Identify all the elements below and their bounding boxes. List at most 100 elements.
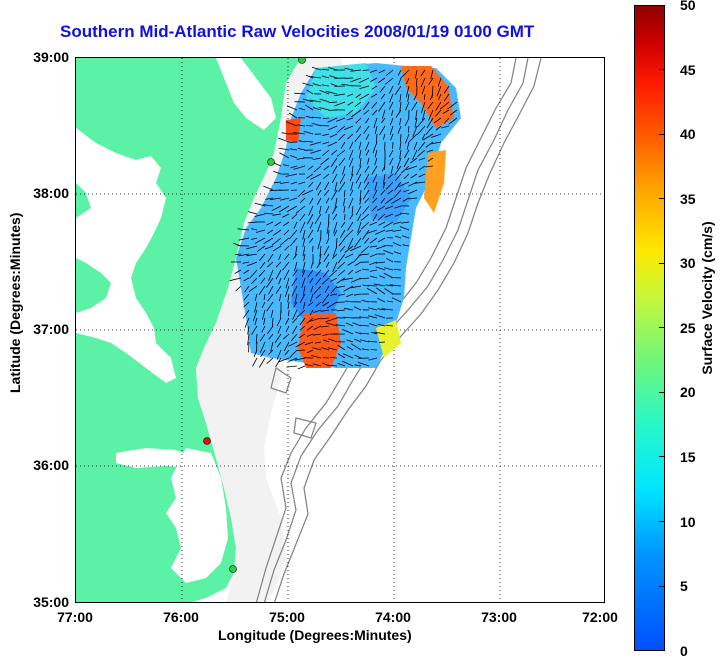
velocity-arrow [385,69,394,77]
velocity-arrow [288,357,298,362]
velocity-arrow [310,355,322,359]
velocity-arrow [420,101,426,114]
velocity-arrow [412,125,418,137]
velocity-arrow [382,133,386,140]
colorbar-tick-mark [659,521,665,522]
velocity-arrow [348,157,354,168]
velocity-arrow [360,339,370,343]
velocity-arrow [417,149,426,158]
velocity-arrow [339,173,346,184]
velocity-arrow [347,101,354,106]
velocity-arrow [284,349,290,356]
velocity-arrow [400,133,402,142]
velocity-arrow [275,261,282,268]
velocity-arrow [329,133,338,138]
velocity-arrow [278,147,290,151]
velocity-arrow [382,181,386,189]
velocity-arrow [429,93,434,101]
velocity-arrow [309,141,322,146]
velocity-arrow [294,261,298,272]
velocity-arrow [323,189,330,197]
velocity-arrow [362,284,370,287]
velocity-arrow [359,93,370,100]
map-svg [76,58,604,602]
velocity-arrow [315,269,322,277]
velocity-arrow [299,293,306,303]
velocity-arrow [347,261,354,266]
x-tick-label: 77:00 [57,609,93,625]
velocity-arrow [346,346,354,351]
velocity-arrow [394,213,402,217]
velocity-arrow [303,130,314,135]
velocity-arrow [251,277,258,285]
velocity-arrow [254,317,258,326]
velocity-arrow [359,85,370,89]
velocity-arrow [351,109,362,118]
velocity-arrow [324,285,330,293]
velocity-arrow [374,149,378,158]
velocity-arrow [350,343,362,351]
y-axis-label: Latitude (Degrees:Minutes) [7,212,23,393]
velocity-arrow [431,141,442,145]
velocity-arrow [321,293,330,304]
velocity-arrow [282,213,290,218]
velocity-arrow [334,181,338,192]
velocity-arrow [285,325,290,333]
velocity-arrow [283,269,290,280]
velocity-arrow [393,221,402,225]
velocity-arrow [443,85,450,94]
velocity-arrow [357,221,362,233]
velocity-arrow [279,152,290,159]
velocity-arrow [326,237,330,245]
velocity-arrow [368,340,378,343]
velocity-arrow [381,109,386,119]
velocity-arrow [338,133,346,141]
velocity-arrow [380,189,386,196]
velocity-arrow [391,297,402,303]
velocity-arrow [377,205,386,211]
velocity-arrow [325,322,338,327]
velocity-arrow [350,77,362,83]
velocity-arrow [309,99,322,103]
velocity-arrow [397,69,402,76]
colorbar-tick-label: 10 [680,514,696,530]
velocity-arrow [271,237,282,246]
velocity-arrow [347,93,354,97]
velocity-arrow [340,141,346,149]
velocity-arrow [337,253,346,264]
velocity-arrow [355,93,362,98]
velocity-arrow [306,125,314,127]
velocity-arrow [284,285,290,298]
velocity-arrow [349,173,354,182]
velocity-arrow [309,76,322,79]
velocity-arrow [302,261,306,273]
velocity-arrow [328,269,338,278]
velocity-arrow [380,197,386,204]
velocity-arrow [308,181,314,188]
velocity-arrow [254,213,266,217]
velocity-arrow [343,189,346,198]
velocity-arrow [242,261,250,264]
velocity-arrow [306,325,314,331]
y-tick-label: 36:00 [33,457,69,473]
velocity-arrow [317,189,322,196]
velocity-arrow [258,285,266,295]
velocity-arrow [371,101,378,109]
velocity-arrow [336,125,346,133]
velocity-arrow [350,245,362,252]
colorbar-tick-label: 20 [680,384,696,400]
velocity-arrow [423,93,426,101]
velocity-arrow [243,277,250,282]
velocity-arrow [292,269,298,277]
velocity-arrow [395,109,402,118]
velocity-arrow [406,141,410,150]
velocity-arrow [243,269,250,274]
velocity-arrow [293,132,306,135]
velocity-arrow [359,197,362,205]
velocity-arrow [346,339,354,343]
velocity-arrow [368,357,378,361]
colorbar-tick-mark [659,586,665,587]
velocity-arrow [261,325,266,333]
velocity-arrow [287,293,290,303]
velocity-arrow [353,306,362,311]
